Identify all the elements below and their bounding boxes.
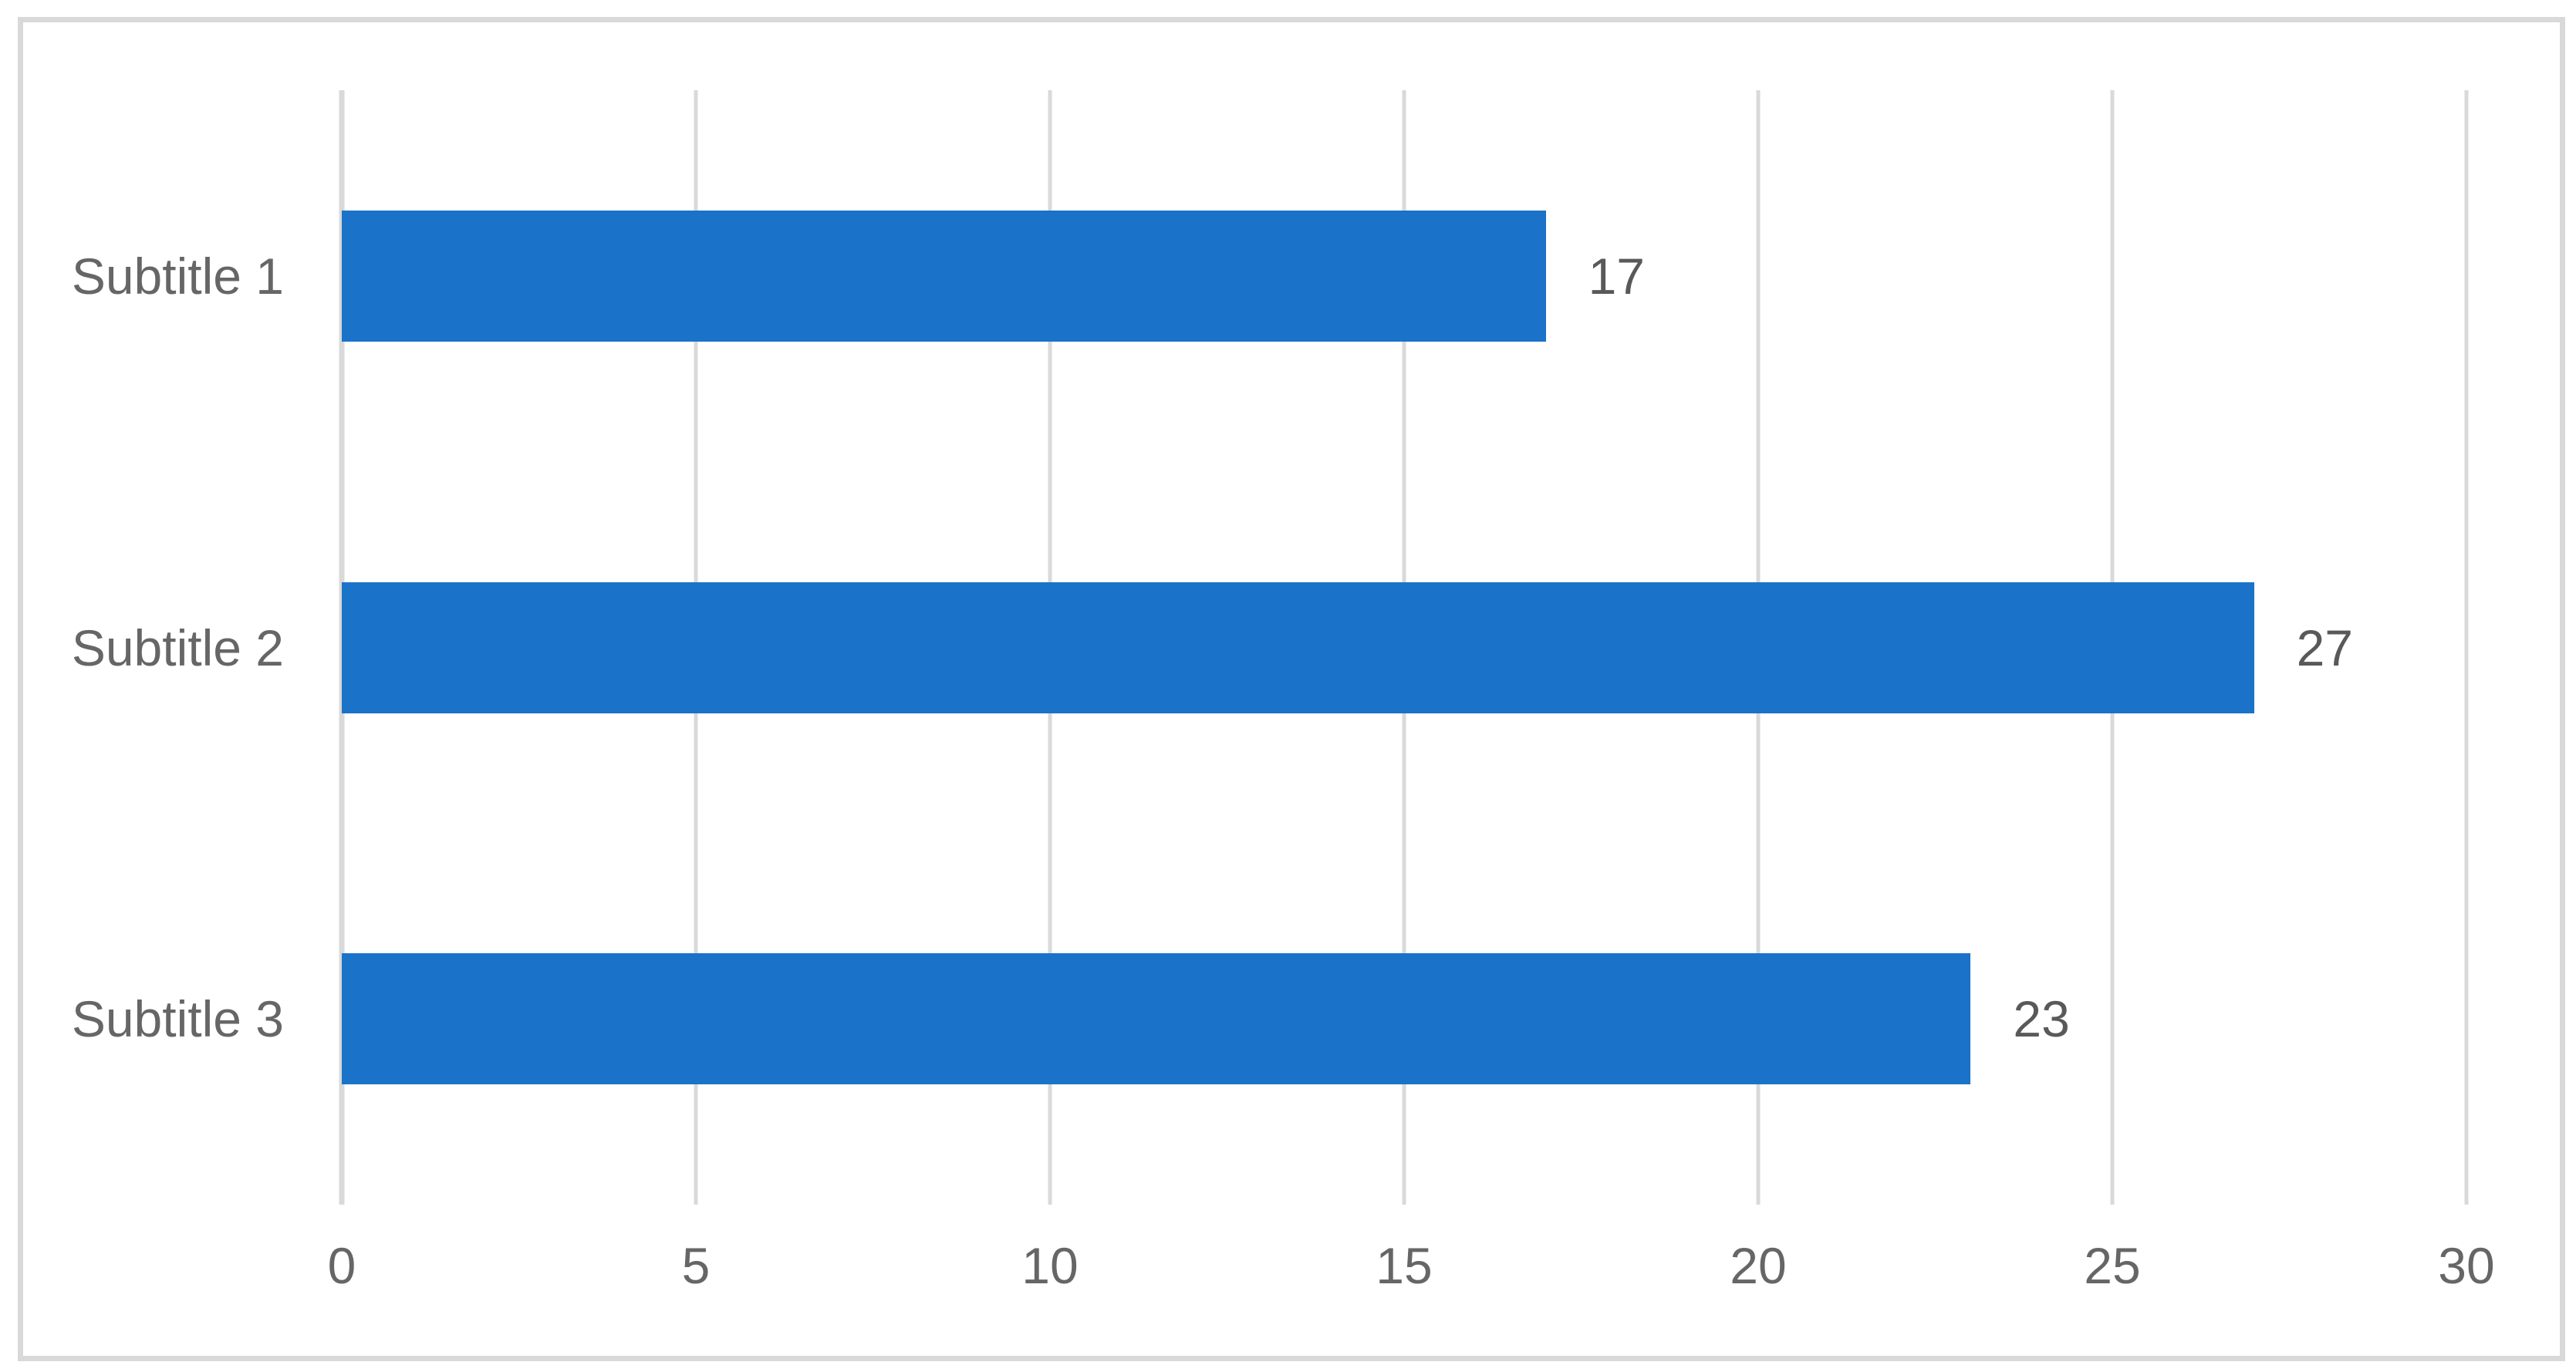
bar-row: 27 xyxy=(342,462,2466,834)
bar xyxy=(342,953,1971,1085)
bar-series: 17 27 23 xyxy=(342,90,2466,1205)
x-tick-label: 15 xyxy=(1376,1237,1433,1294)
x-tick-label: 25 xyxy=(2084,1237,2141,1294)
category-label: Subtitle 1 xyxy=(71,247,284,305)
data-label: 17 xyxy=(1588,247,1646,305)
bar xyxy=(342,581,2254,713)
x-tick-label: 10 xyxy=(1021,1237,1079,1294)
category-label: Subtitle 3 xyxy=(71,990,284,1048)
x-tick-label: 0 xyxy=(327,1237,356,1294)
data-label: 23 xyxy=(2013,990,2070,1048)
category-label: Subtitle 2 xyxy=(71,619,284,676)
x-tick-label: 30 xyxy=(2438,1237,2495,1294)
bar xyxy=(342,210,1546,342)
x-tick-label: 5 xyxy=(681,1237,711,1294)
bar-row: 17 xyxy=(342,90,2466,462)
x-tick-label: 20 xyxy=(1730,1237,1787,1294)
y-axis-category-labels: Subtitle 1 Subtitle 2 Subtitle 3 xyxy=(23,90,284,1205)
plot-area: 17 27 23 xyxy=(339,90,2469,1205)
chart-border: Subtitle 1 Subtitle 2 Subtitle 3 17 27 23 0 5… xyxy=(18,17,2565,1361)
bar-row: 23 xyxy=(342,833,2466,1205)
data-label: 27 xyxy=(2296,619,2354,676)
x-axis-labels: 0 5 10 15 20 25 30 xyxy=(328,1237,2495,1302)
gridline xyxy=(2464,90,2469,1205)
